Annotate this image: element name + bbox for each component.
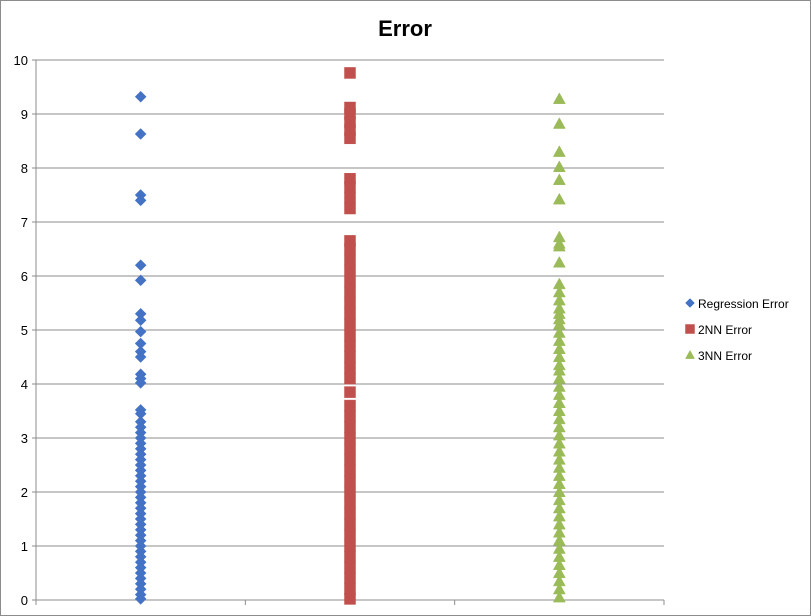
data-point	[552, 590, 566, 603]
data-point	[344, 410, 356, 423]
data-point	[344, 432, 356, 444]
data-point	[344, 453, 356, 466]
data-point	[344, 572, 356, 585]
data-point	[344, 583, 356, 595]
data-point	[134, 593, 147, 605]
data-point	[344, 67, 356, 79]
data-point	[344, 475, 356, 487]
legend: Regression Error 2NN Error 3NN Error	[685, 297, 789, 363]
data-point	[344, 264, 356, 277]
data-point	[134, 314, 147, 327]
data-point	[552, 117, 566, 129]
data-point	[344, 540, 356, 552]
data-point	[344, 181, 356, 193]
data-point	[344, 372, 356, 385]
data-point	[344, 308, 356, 320]
data-point	[344, 518, 356, 531]
data-point	[552, 255, 566, 268]
series-1-points	[134, 90, 147, 605]
series-3-points	[552, 92, 566, 603]
legend-label: 3NN Error	[698, 349, 752, 363]
data-point	[344, 351, 356, 363]
data-point	[344, 529, 356, 541]
series-2-points	[344, 67, 356, 605]
y-tick-labels: 0 1 2 3 4 5 6 7 8 9 10	[14, 53, 28, 608]
legend-marker	[685, 324, 695, 334]
data-point	[552, 92, 566, 104]
data-point	[344, 486, 356, 498]
data-point	[344, 329, 356, 342]
data-point	[552, 145, 566, 157]
data-points	[134, 67, 566, 605]
data-point	[134, 90, 147, 103]
data-point	[344, 132, 356, 145]
data-point	[134, 351, 147, 363]
data-point	[344, 318, 356, 331]
data-point	[552, 239, 566, 252]
legend-marker	[685, 298, 695, 308]
data-point	[344, 202, 356, 215]
data-point	[344, 443, 356, 455]
data-point	[344, 551, 356, 563]
legend-label: Regression Error	[698, 297, 789, 311]
data-point	[344, 593, 356, 605]
legend-label: 2NN Error	[698, 323, 752, 337]
y-tick-label: 5	[21, 323, 28, 338]
data-point	[552, 192, 566, 205]
data-point	[344, 191, 356, 204]
data-point	[344, 286, 356, 298]
data-point	[344, 362, 356, 374]
data-point	[134, 377, 147, 389]
y-tick-label: 3	[21, 431, 28, 446]
data-point	[344, 464, 356, 477]
y-tick-label: 4	[21, 377, 28, 392]
y-tick-label: 0	[21, 593, 28, 608]
data-point	[344, 399, 356, 412]
data-point	[344, 254, 356, 266]
data-point	[134, 194, 147, 207]
data-point	[344, 507, 356, 520]
data-point	[134, 325, 147, 338]
y-tick-label: 9	[21, 107, 28, 122]
data-point	[344, 275, 356, 288]
data-point	[344, 297, 356, 309]
data-point	[134, 128, 147, 140]
data-point	[552, 160, 566, 172]
chart-title: Error	[378, 16, 432, 41]
data-point	[344, 340, 356, 352]
y-tick-label: 10	[14, 53, 28, 68]
y-tick-label: 1	[21, 539, 28, 554]
y-tick-label: 6	[21, 269, 28, 284]
data-point	[134, 274, 147, 287]
y-tick-label: 7	[21, 215, 28, 230]
data-point	[344, 561, 356, 574]
data-point	[344, 386, 356, 398]
data-point	[134, 259, 147, 272]
data-point	[344, 421, 356, 433]
legend-marker	[685, 349, 695, 359]
data-point	[344, 243, 356, 255]
y-tick-label: 2	[21, 485, 28, 500]
data-point	[552, 173, 566, 185]
data-point	[344, 497, 356, 509]
y-tick-label: 8	[21, 161, 28, 176]
